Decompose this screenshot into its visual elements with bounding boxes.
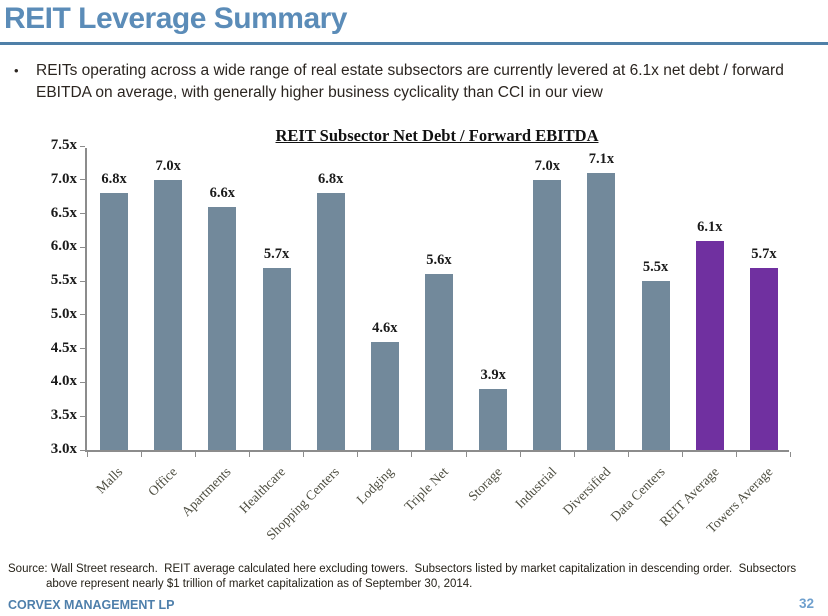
y-tick-label: 4.5x	[50, 339, 77, 356]
bar-data-centers	[641, 281, 670, 450]
x-category-label: Lodging	[353, 464, 397, 507]
y-tick-label: 7.0x	[50, 170, 77, 187]
y-tick-label: 6.0x	[50, 238, 77, 255]
bar-slot: 5.7x	[737, 148, 791, 450]
x-tick-mark	[628, 452, 630, 457]
y-tick-mark	[80, 348, 85, 350]
x-tick-mark	[140, 452, 142, 457]
bar-towers-average	[749, 267, 778, 450]
y-tick-label: 5.5x	[50, 272, 77, 289]
bar-slot: 7.1x	[574, 148, 628, 450]
plot-area: 3.0x 3.5x 4.0x 4.5x 5.0x 5.5x 6.0x 6.5x 7.0x 7.5x…	[51, 138, 791, 457]
page-number: 32	[798, 596, 814, 611]
y-tick-mark	[80, 314, 85, 316]
y-tick-mark	[80, 246, 85, 248]
bar-value-label: 4.6x	[372, 319, 398, 336]
bar-value-label: 5.7x	[263, 245, 290, 262]
x-tick-mark	[519, 452, 521, 457]
bar-value-label: 5.6x	[426, 252, 452, 269]
bar-diversified	[587, 173, 616, 450]
bar-slot: 6.8x	[304, 148, 358, 450]
x-tick-mark	[736, 452, 738, 457]
x-axis-category-labels: Malls Office Apartments Healthcare Shopping …	[85, 456, 789, 566]
page-title: REIT Leverage Summary	[4, 2, 347, 35]
bar-triple-net	[424, 274, 453, 450]
x-tick-mark	[194, 452, 196, 457]
bar-malls	[100, 193, 129, 450]
source-note: Source: Wall Street research. REIT avera…	[8, 563, 800, 590]
bar-value-label: 5.7x	[751, 245, 777, 262]
bar-slot: 5.7x	[249, 148, 303, 450]
bar-value-label: 6.8x	[101, 171, 127, 188]
bullet-text: REITs operating across a wide range of r…	[36, 62, 784, 102]
bar-value-label: 6.6x	[209, 184, 236, 201]
y-tick-label: 5.0x	[50, 305, 77, 322]
y-tick-label: 3.0x	[50, 441, 77, 457]
bar-office	[154, 179, 183, 450]
y-tick-label: 6.5x	[50, 204, 77, 221]
chart-title: REIT Subsector Net Debt / Forward EBITDA	[275, 126, 599, 145]
bar-slot: 7.0x	[141, 148, 195, 450]
bar-slot: 3.9x	[466, 148, 520, 450]
x-tick-mark	[573, 452, 575, 457]
x-tick-mark	[86, 452, 88, 457]
bar-slot: 6.1x	[683, 148, 737, 450]
bar-slot: 5.5x	[629, 148, 683, 450]
x-tick-mark	[789, 452, 791, 457]
bar-slot: 4.6x	[358, 148, 412, 450]
bar-value-label: 7.0x	[155, 157, 181, 174]
y-tick-mark	[80, 280, 85, 282]
bar-value-label: 6.8x	[317, 171, 344, 188]
bar-lodging	[370, 341, 399, 450]
bar-reit-average	[695, 240, 724, 450]
y-tick-mark	[80, 415, 85, 417]
x-category-label: Apartments	[178, 464, 234, 520]
bar-value-label: 5.5x	[642, 259, 669, 276]
bullet-row: • REITs operating across a wide range of…	[14, 60, 814, 105]
x-category-label: Diversified	[559, 464, 614, 518]
x-tick-mark	[248, 452, 250, 457]
x-tick-mark	[357, 452, 359, 457]
y-tick-label: 7.5x	[50, 137, 77, 153]
x-tick-mark	[465, 452, 467, 457]
bar-slot: 6.8x	[87, 148, 141, 450]
bar-shopping-centers	[316, 193, 345, 450]
x-category-label: Storage	[464, 464, 505, 504]
y-tick-mark	[80, 179, 85, 181]
y-tick-mark	[80, 145, 85, 147]
bar-healthcare	[262, 267, 291, 450]
x-category-label: Malls	[93, 464, 126, 497]
y-tick-mark	[80, 213, 85, 215]
x-tick-mark	[682, 452, 684, 457]
y-tick-label: 4.0x	[50, 373, 77, 390]
x-tick-mark	[411, 452, 413, 457]
footer-company: CORVEX MANAGEMENT LP	[8, 598, 175, 612]
bar-slot: 6.6x	[195, 148, 249, 450]
x-category-label: Industrial	[511, 464, 559, 512]
bar-slot: 5.6x	[412, 148, 466, 450]
x-category-label: Healthcare	[236, 464, 289, 516]
x-category-label: Triple Net	[400, 464, 451, 514]
x-tick-mark	[303, 452, 305, 457]
bar-storage	[479, 389, 508, 450]
bar-value-label: 7.0x	[534, 157, 560, 174]
x-category-label: Office	[145, 464, 180, 499]
bar-value-label: 6.1x	[697, 218, 723, 235]
y-tick-mark	[80, 449, 85, 451]
y-tick-label: 3.5x	[50, 407, 77, 424]
bar-slot: 7.0x	[520, 148, 574, 450]
y-tick-mark	[80, 381, 85, 383]
bar-industrial	[533, 179, 562, 450]
bar-value-label: 7.1x	[588, 151, 615, 168]
bullet-icon: •	[14, 63, 19, 78]
title-rule	[0, 42, 828, 45]
bar-value-label: 3.9x	[480, 367, 506, 384]
bar-apartments	[208, 206, 237, 450]
